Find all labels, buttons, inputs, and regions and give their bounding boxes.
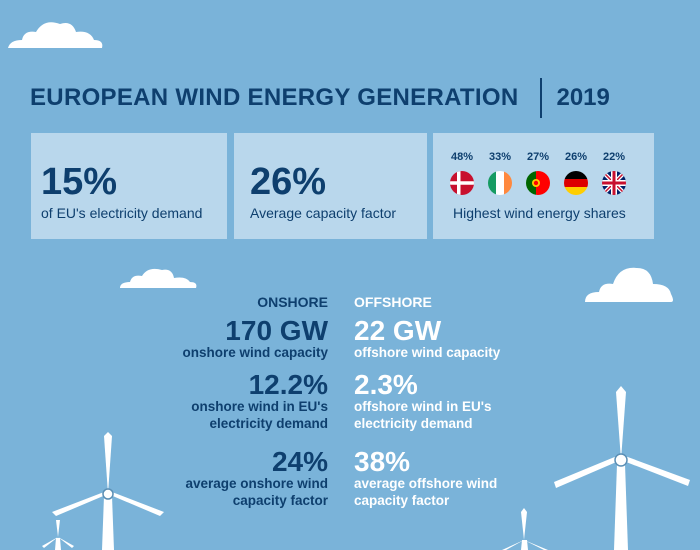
title-row: EUROPEAN WIND ENERGY GENERATION 2019	[30, 78, 660, 118]
offshore-heading: OFFSHORE	[354, 294, 432, 310]
capacity-factor-card: 26% Average capacity factor	[234, 133, 427, 239]
offshore-column: OFFSHORE 22 GW offshore wind capacity 2.…	[354, 294, 500, 524]
offshore-demand-stat: 2.3% offshore wind in EU's electricity d…	[354, 370, 500, 447]
onshore-column: ONSHORE 170 GW onshore wind capacity 12.…	[182, 294, 328, 524]
stat-label: capacity factor	[354, 493, 450, 509]
onshore-capacity-stat: 170 GW onshore wind capacity	[182, 316, 328, 370]
stat-value: 22 GW	[354, 315, 442, 346]
cloud-icon	[585, 267, 673, 302]
stat-value: 2.3%	[354, 369, 418, 400]
card-value: 26%	[250, 161, 327, 203]
wind-turbine-icon	[554, 386, 690, 550]
eu-demand-card: 15% of EU's electricity demand	[31, 133, 227, 239]
card-label: Average capacity factor	[250, 205, 397, 221]
share-pct: 48%	[450, 151, 474, 163]
page-title: EUROPEAN WIND ENERGY GENERATION	[30, 84, 519, 111]
onshore-heading: ONSHORE	[257, 294, 328, 310]
share-pct: 27%	[526, 151, 550, 163]
title-divider	[540, 78, 543, 118]
stat-label: capacity factor	[232, 493, 328, 509]
wind-turbine-icon	[42, 520, 74, 550]
cloud-icon	[8, 22, 103, 48]
stat-label: onshore wind capacity	[182, 345, 328, 361]
share-pct: 33%	[488, 151, 512, 163]
share-item-germany: 26%	[563, 151, 589, 195]
card-value: 15%	[41, 161, 118, 203]
stat-value: 12.2%	[248, 369, 328, 400]
wind-turbine-icon	[52, 432, 164, 550]
share-pct: 26%	[564, 151, 588, 163]
germany-flag-icon	[564, 171, 588, 195]
card-label: of EU's electricity demand	[41, 205, 203, 221]
stat-label: offshore wind capacity	[354, 345, 501, 361]
stat-label: electricity demand	[354, 416, 473, 432]
offshore-capacity-stat: 22 GW offshore wind capacity	[354, 316, 500, 370]
stat-label: electricity demand	[209, 416, 328, 432]
onshore-demand-stat: 12.2% onshore wind in EU's electricity d…	[182, 370, 328, 447]
stat-value: 170 GW	[225, 315, 328, 346]
stat-label: average offshore wind	[354, 476, 498, 492]
stat-value: 24%	[271, 446, 328, 477]
offshore-capacity-factor-stat: 38% average offshore wind capacity facto…	[354, 447, 500, 524]
shares-list: 48% 33% 27% 26%	[449, 151, 627, 195]
stat-value: 38%	[354, 446, 411, 477]
uk-flag-icon	[602, 171, 626, 195]
portugal-flag-icon	[526, 171, 550, 195]
share-item-ireland: 33%	[487, 151, 513, 195]
denmark-flag-icon	[450, 171, 474, 195]
ireland-flag-icon	[488, 171, 512, 195]
share-pct: 22%	[602, 151, 626, 163]
cloud-icon	[120, 268, 197, 288]
stat-label: average onshore wind	[185, 476, 328, 492]
onshore-capacity-factor-stat: 24% average onshore wind capacity factor	[182, 447, 328, 524]
share-item-portugal: 27%	[525, 151, 551, 195]
wind-turbine-icon	[502, 508, 548, 550]
stat-label: onshore wind in EU's	[191, 399, 328, 415]
stat-label: offshore wind in EU's	[354, 399, 492, 415]
shares-label: Highest wind energy shares	[453, 205, 626, 221]
wind-shares-card: 48% 33% 27% 26%	[433, 133, 654, 239]
share-item-uk: 22%	[601, 151, 627, 195]
year-label: 2019	[556, 84, 610, 111]
share-item-denmark: 48%	[449, 151, 475, 195]
